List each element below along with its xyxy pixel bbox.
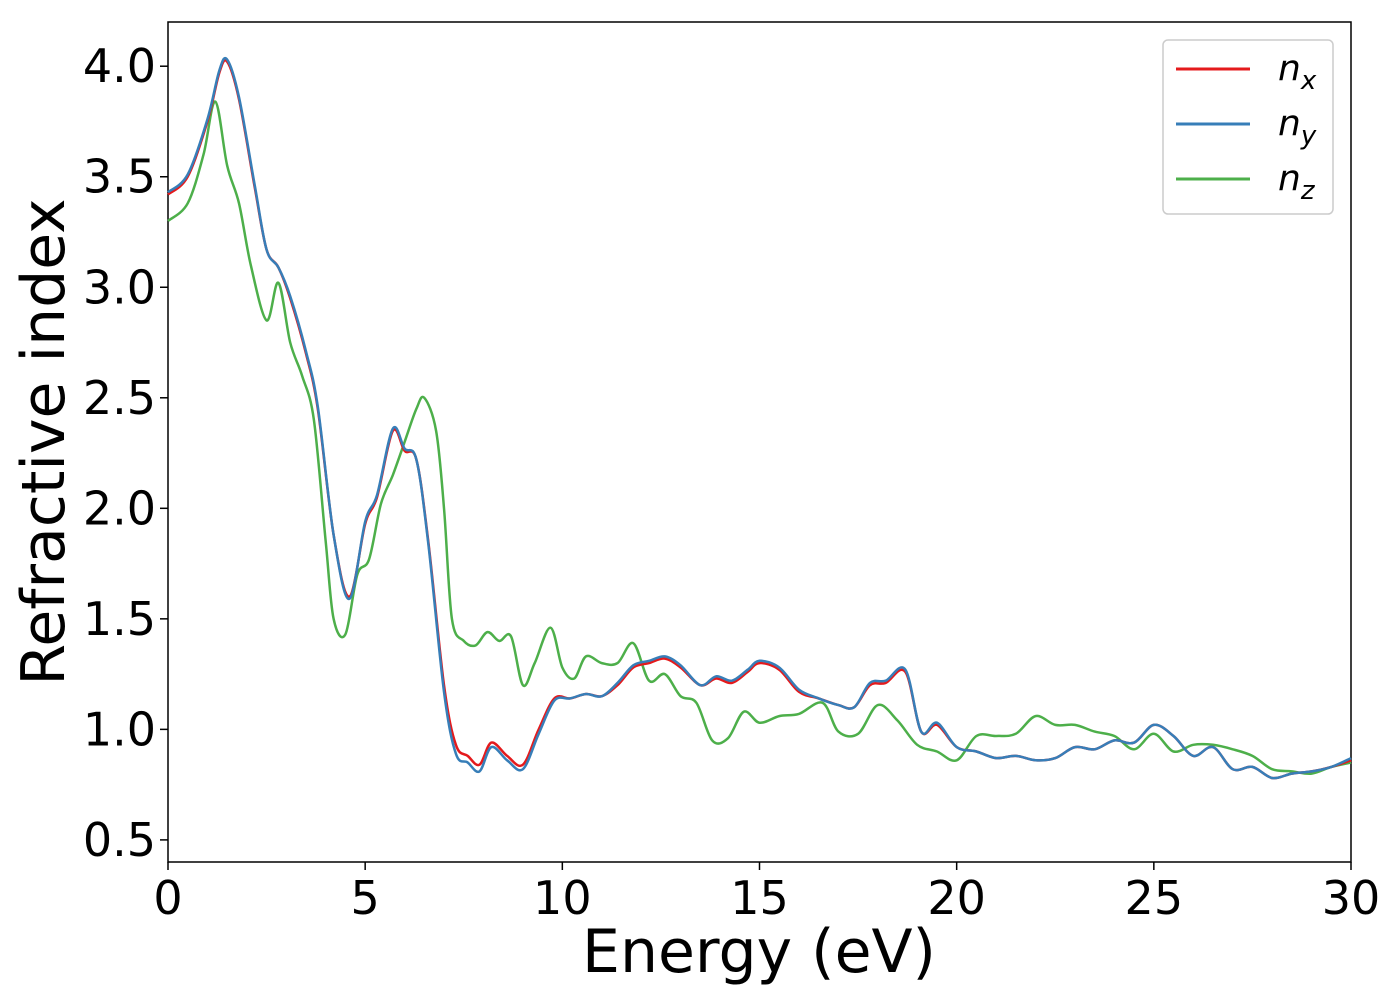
series-line-nz bbox=[167, 100, 1352, 775]
y-tick-label: 3.5 bbox=[83, 150, 156, 204]
y-tick-label: 1.5 bbox=[83, 592, 156, 646]
x-tick-label: 20 bbox=[927, 871, 986, 925]
y-tick-label: 4.0 bbox=[83, 39, 156, 93]
x-axis-title: Energy (eV) bbox=[582, 917, 936, 987]
x-tick-label: 5 bbox=[351, 871, 380, 925]
x-tick-label: 0 bbox=[153, 871, 182, 925]
x-tick-label: 10 bbox=[533, 871, 592, 925]
legend-subscript: x bbox=[1300, 66, 1317, 96]
legend-box bbox=[1162, 39, 1334, 215]
y-tick-label: 2.5 bbox=[83, 371, 156, 425]
y-tick-label: 1.0 bbox=[83, 702, 156, 756]
series-line-ny bbox=[167, 56, 1352, 780]
legend-subscript: y bbox=[1300, 121, 1317, 151]
x-tick-label: 30 bbox=[1322, 871, 1381, 925]
y-ticks: 0.5 1.0 1.5 2.0 2.5 3.0 3.5 4.0 bbox=[83, 39, 168, 867]
x-tick-label: 25 bbox=[1125, 871, 1184, 925]
x-tick-label: 15 bbox=[730, 871, 789, 925]
legend-subscript: z bbox=[1300, 176, 1316, 206]
y-tick-label: 3.0 bbox=[83, 260, 156, 314]
y-axis-title: Refractive index bbox=[9, 198, 79, 685]
y-tick-label: 0.5 bbox=[83, 813, 156, 867]
series-layer bbox=[167, 56, 1352, 780]
y-tick-label: 2.0 bbox=[83, 481, 156, 535]
x-ticks: 0 5 10 15 20 25 30 bbox=[153, 862, 1380, 925]
